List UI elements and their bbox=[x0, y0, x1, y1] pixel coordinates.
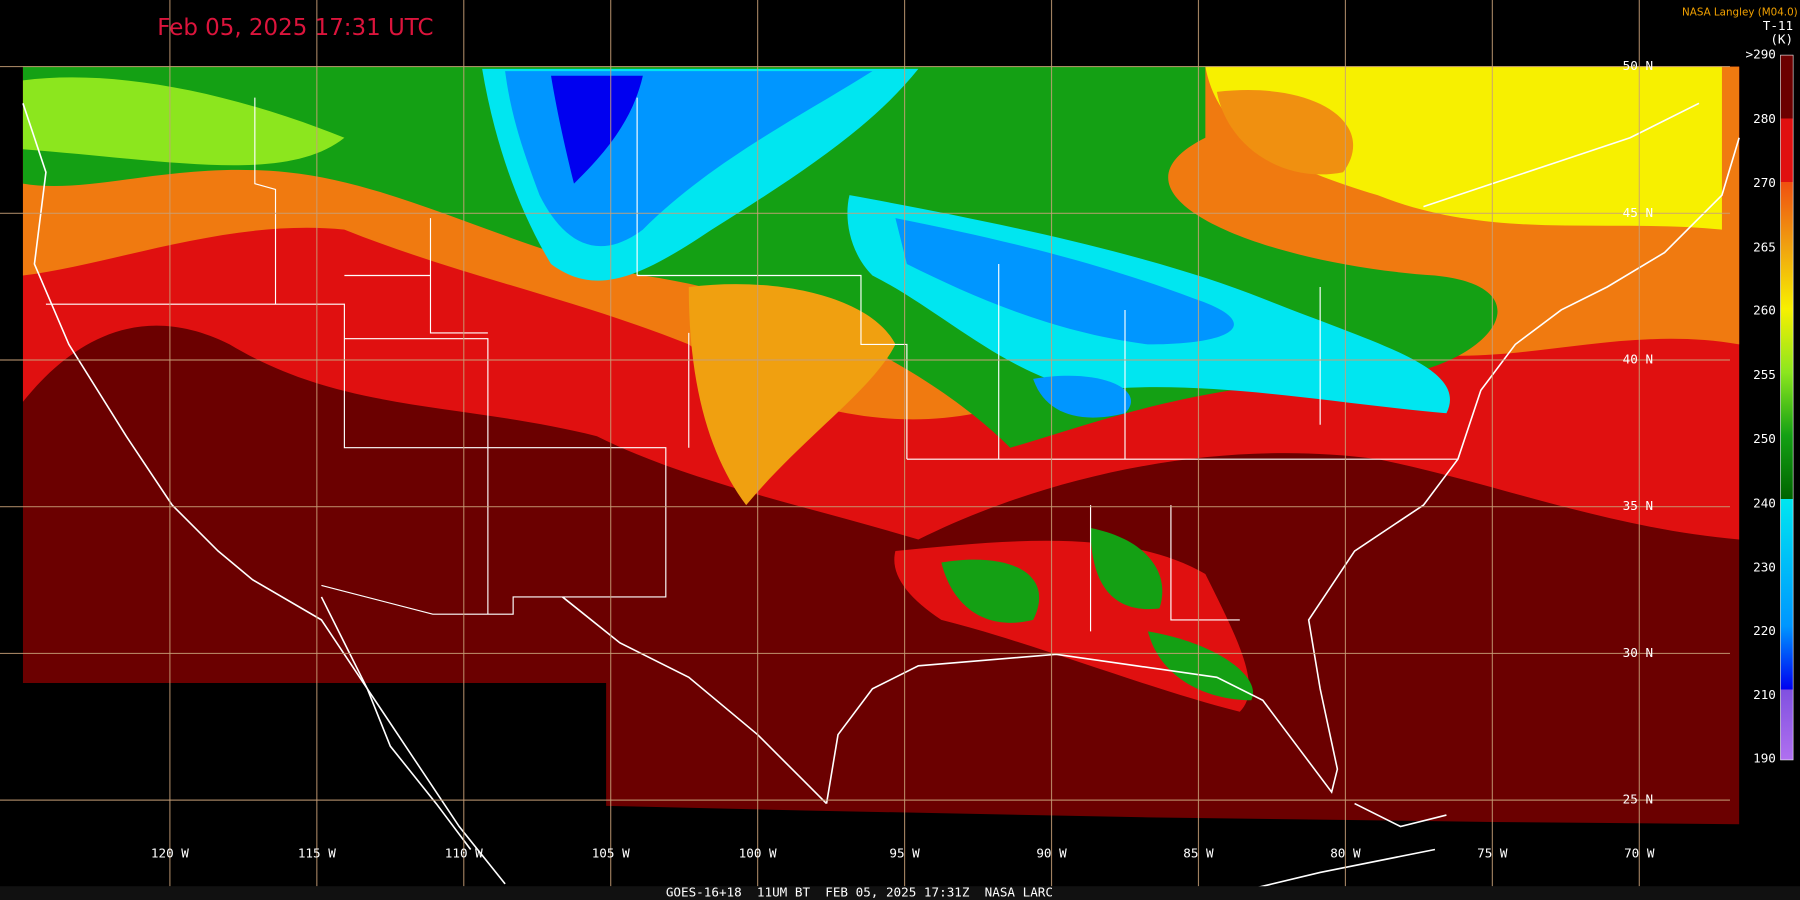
latitude-label: 25 N bbox=[1623, 792, 1653, 807]
lat-lon-grid: 50 N 45 N 40 N 35 N 30 N 25 N 120 W 115 W 110 W 1… bbox=[0, 0, 1730, 887]
longitude-label: 85 W bbox=[1183, 846, 1214, 861]
colorbar-label: 265 bbox=[1753, 239, 1776, 254]
latitude-label: 45 N bbox=[1623, 205, 1653, 220]
longitude-label: 90 W bbox=[1036, 846, 1067, 861]
colorbar-label: >290 bbox=[1746, 47, 1776, 62]
longitude-label: 95 W bbox=[889, 846, 920, 861]
state-borders bbox=[45, 97, 1458, 632]
colorbar bbox=[1780, 54, 1794, 761]
colorbar-units: (K) bbox=[1770, 32, 1793, 47]
colorbar-label: 190 bbox=[1753, 750, 1776, 765]
colorbar-label: 220 bbox=[1753, 623, 1776, 638]
colorbar-label: 255 bbox=[1753, 367, 1776, 382]
latitude-label: 35 N bbox=[1623, 498, 1653, 513]
longitude-label: 100 W bbox=[739, 846, 777, 861]
colorbar-label: 240 bbox=[1753, 495, 1776, 510]
colorbar-labels: >290 280 270 265 260 255 250 240 230 220 210 190 bbox=[1746, 47, 1776, 766]
footer: GOES-16+18 11UM BT FEB 05, 2025 17:31Z N… bbox=[666, 885, 1053, 900]
colorbar-title: T-11 bbox=[1763, 18, 1793, 33]
longitude-label: 80 W bbox=[1330, 846, 1361, 861]
colorbar-label: 260 bbox=[1753, 303, 1776, 318]
colorbar-label: 210 bbox=[1753, 687, 1776, 702]
footer-bar bbox=[0, 886, 1800, 900]
latitude-label: 30 N bbox=[1623, 645, 1653, 660]
longitude-label: 75 W bbox=[1477, 846, 1508, 861]
colorbar-label: 250 bbox=[1753, 431, 1776, 446]
longitude-label: 105 W bbox=[592, 846, 630, 861]
longitude-label: 115 W bbox=[298, 846, 336, 861]
credit: NASA Langley (M04.0) bbox=[1682, 7, 1798, 19]
colorbar-label: 270 bbox=[1753, 175, 1776, 190]
timestamp: Feb 05, 2025 17:31 UTC bbox=[157, 15, 433, 41]
latitude-label: 50 N bbox=[1623, 58, 1653, 73]
colorbar-label: 230 bbox=[1753, 560, 1776, 575]
longitude-label: 120 W bbox=[151, 846, 189, 861]
longitude-label: 110 W bbox=[445, 846, 483, 861]
latitude-label: 40 N bbox=[1623, 352, 1653, 367]
longitude-label: 70 W bbox=[1624, 846, 1655, 861]
colorbar-label: 280 bbox=[1753, 111, 1776, 126]
